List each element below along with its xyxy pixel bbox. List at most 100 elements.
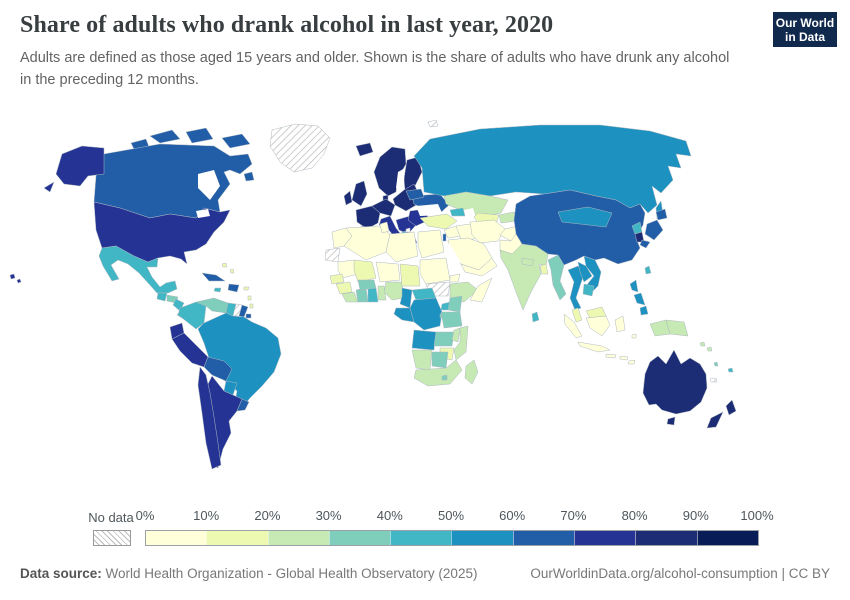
country-namibia[interactable] xyxy=(412,350,432,370)
country-eritrea[interactable] xyxy=(450,274,460,282)
country-iceland[interactable] xyxy=(356,143,373,156)
country-timor-leste[interactable] xyxy=(628,360,635,364)
country-lesotho[interactable] xyxy=(442,375,447,380)
country-botswana[interactable] xyxy=(432,352,448,368)
country-svalbard[interactable] xyxy=(428,120,438,127)
country-lesser-antilles[interactable] xyxy=(248,296,253,308)
country-vanuatu[interactable] xyxy=(714,362,718,366)
country-angola[interactable] xyxy=(412,330,436,350)
data-source: Data source: World Health Organization -… xyxy=(20,566,477,581)
country-belarus[interactable] xyxy=(406,189,424,200)
country-cuba[interactable] xyxy=(202,273,225,281)
country-libya[interactable] xyxy=(386,232,418,262)
country-cambodia[interactable] xyxy=(583,284,594,296)
country-chile[interactable] xyxy=(198,367,221,469)
map-legend: No data 0% 10% 20% 30% 40% 50% 60% 70% 80% 90% 100… xyxy=(0,508,850,554)
legend-bin-40-50%[interactable] xyxy=(390,531,452,545)
country-sri-lanka[interactable] xyxy=(532,312,539,322)
country-nigeria[interactable] xyxy=(384,282,404,300)
country-hispaniola[interactable] xyxy=(228,284,239,292)
country-mexico[interactable] xyxy=(99,246,177,293)
country-new-caledonia[interactable] xyxy=(710,378,717,382)
country-solomon-islands[interactable] xyxy=(700,342,712,351)
country-ghana[interactable] xyxy=(368,288,378,302)
country-nepal-bhutan[interactable] xyxy=(522,258,534,266)
country-canada[interactable] xyxy=(94,144,252,218)
country-south-africa[interactable] xyxy=(414,360,462,386)
country-indonesia[interactable] xyxy=(564,314,636,360)
country-gabon-congo[interactable] xyxy=(394,308,414,322)
country-china[interactable] xyxy=(514,190,645,265)
legend-bin-90-100%[interactable] xyxy=(696,531,758,545)
country-somalia[interactable] xyxy=(470,278,492,302)
country-kenya[interactable] xyxy=(448,296,462,312)
country-madagascar[interactable] xyxy=(465,360,478,384)
country-greenland[interactable] xyxy=(270,124,330,172)
country-jamaica[interactable] xyxy=(214,288,221,292)
country-tunisia[interactable] xyxy=(380,222,389,233)
legend-bin-10-20%[interactable] xyxy=(206,531,268,545)
country-tanzania[interactable] xyxy=(441,312,462,328)
country-iran[interactable] xyxy=(470,220,505,243)
country-algeria[interactable] xyxy=(344,226,390,260)
country-kazakhstan[interactable] xyxy=(444,192,508,217)
country-western-sahara[interactable] xyxy=(325,248,340,262)
country-turkey[interactable] xyxy=(420,214,457,229)
country-bahamas[interactable] xyxy=(222,263,234,273)
country-sudan[interactable] xyxy=(420,258,450,284)
country-papua-new-guinea[interactable] xyxy=(666,320,688,336)
country-fiji[interactable] xyxy=(728,368,733,372)
country-north-macedonia[interactable] xyxy=(406,228,410,232)
country-ireland[interactable] xyxy=(344,191,352,205)
country-mali[interactable] xyxy=(354,260,376,282)
country-burkina-faso[interactable] xyxy=(358,280,376,290)
country-israel[interactable] xyxy=(443,234,446,241)
country-drc[interactable] xyxy=(410,298,442,330)
legend-bin-70-80%[interactable] xyxy=(574,531,636,545)
legend-bin-60-70%[interactable] xyxy=(512,531,575,545)
country-uk[interactable] xyxy=(352,181,367,206)
country-hawaii[interactable] xyxy=(10,274,21,283)
country-guatemala[interactable] xyxy=(157,293,167,301)
country-egypt[interactable] xyxy=(418,230,444,258)
country-caucasus[interactable] xyxy=(450,208,465,216)
country-japan[interactable] xyxy=(640,209,667,248)
country-trinidad[interactable] xyxy=(246,314,251,318)
subtitle-line1: Adults are defined as those aged 15 year… xyxy=(20,50,730,66)
country-new-zealand[interactable] xyxy=(707,400,736,428)
country-senegal[interactable] xyxy=(330,274,344,284)
country-germany-central[interactable] xyxy=(372,199,395,216)
country-bangladesh[interactable] xyxy=(540,264,548,274)
country-mongolia[interactable] xyxy=(558,207,612,227)
country-yemen-oman[interactable] xyxy=(461,258,497,276)
country-puerto-rico[interactable] xyxy=(244,287,249,290)
country-taiwan[interactable] xyxy=(645,266,651,274)
country-ivory-coast[interactable] xyxy=(356,288,368,302)
no-data-swatch[interactable] xyxy=(93,530,131,546)
country-australia[interactable] xyxy=(643,350,707,425)
country-guinea[interactable] xyxy=(336,282,352,294)
legend-bin-30-40%[interactable] xyxy=(328,531,391,545)
country-myanmar[interactable] xyxy=(548,255,566,300)
country-philippines[interactable] xyxy=(630,280,648,315)
country-kyrgyzstan-tajikistan[interactable] xyxy=(499,212,516,223)
owid-logo[interactable]: Our World in Data xyxy=(773,12,837,52)
country-malawi[interactable] xyxy=(452,328,460,342)
country-uruguay[interactable] xyxy=(237,399,249,411)
legend-bin-80-90%[interactable] xyxy=(635,531,697,545)
legend-bin-0-10%[interactable] xyxy=(146,531,207,545)
legend-tick-label: 70% xyxy=(560,508,587,523)
country-cameroon[interactable] xyxy=(400,288,412,308)
legend-bin-20-30%[interactable] xyxy=(267,531,329,545)
owid-link[interactable]: OurWorldinData.org/alcohol-consumption xyxy=(530,566,778,581)
country-india[interactable] xyxy=(500,244,548,310)
country-togo-benin[interactable] xyxy=(378,286,386,300)
country-zambia[interactable] xyxy=(434,332,454,346)
country-niger[interactable] xyxy=(376,262,400,282)
country-mauritania[interactable] xyxy=(338,260,358,278)
country-laos[interactable] xyxy=(578,262,592,282)
country-sierra-leone-liberia[interactable] xyxy=(342,292,358,302)
country-chad[interactable] xyxy=(400,264,420,286)
legend-bin-50-60%[interactable] xyxy=(451,531,513,545)
country-alaska[interactable] xyxy=(44,146,104,192)
